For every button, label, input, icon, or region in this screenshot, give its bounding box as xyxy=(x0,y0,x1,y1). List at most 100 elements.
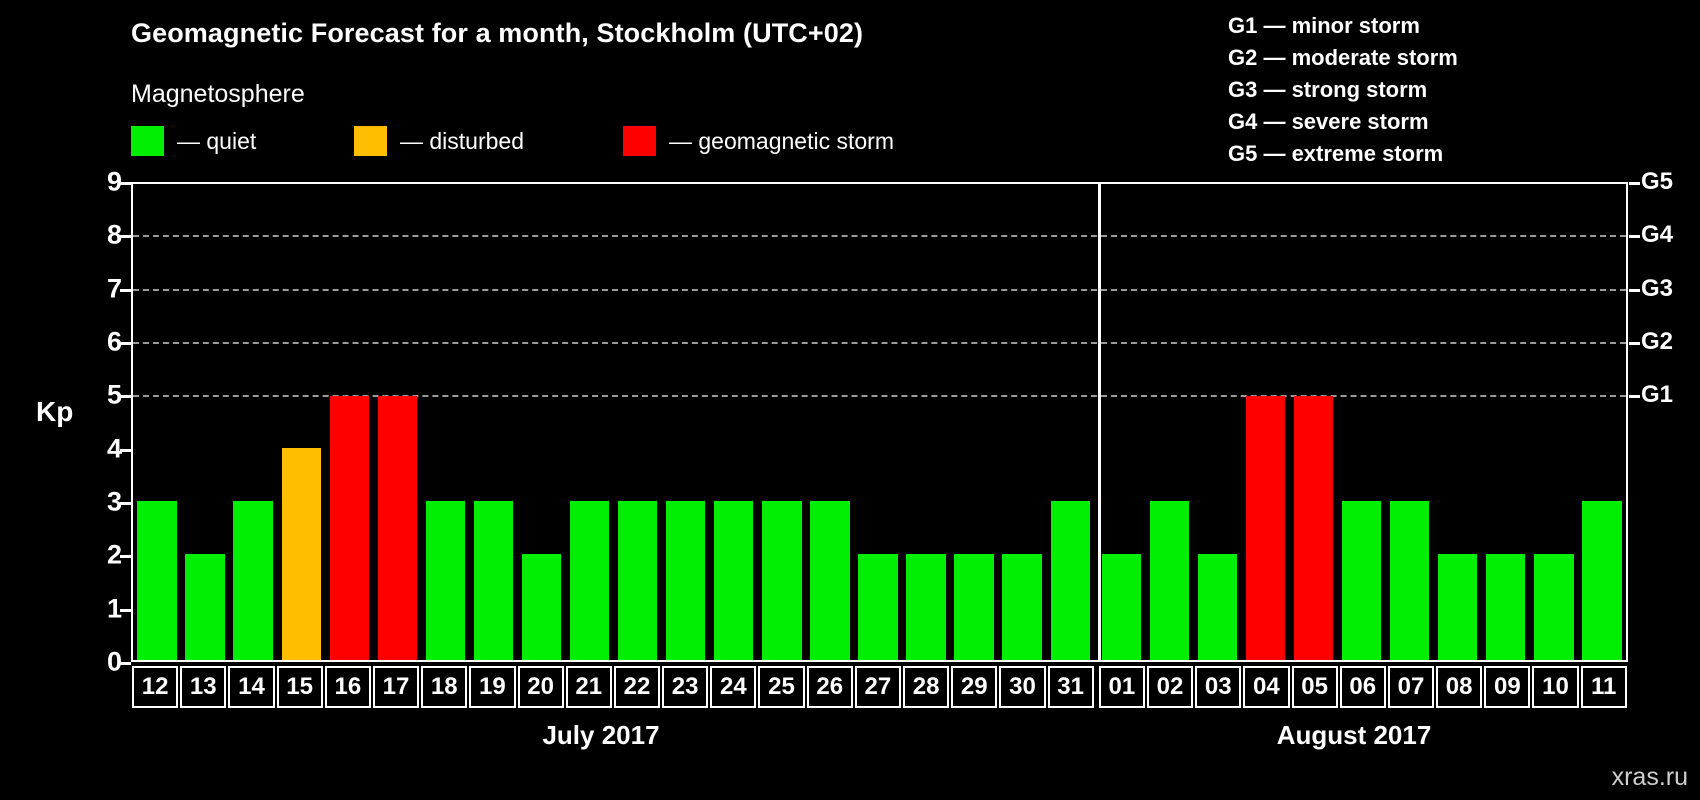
date-label-03: 03 xyxy=(1195,666,1242,708)
legend-item-0: — quiet xyxy=(131,126,256,156)
bar-cell-17 xyxy=(373,184,421,660)
bar-09 xyxy=(1486,554,1526,660)
bar-03 xyxy=(1197,554,1238,660)
g-axis-tick-G4 xyxy=(1629,235,1640,239)
bar-cell-10 xyxy=(1530,184,1578,660)
date-cell-24: 24 xyxy=(709,666,757,708)
y-tick-mark-7 xyxy=(120,288,131,292)
month-label-july: July 2017 xyxy=(542,720,660,750)
date-label-20: 20 xyxy=(517,666,564,708)
date-label-13: 13 xyxy=(180,666,227,708)
bar-cell-14 xyxy=(229,184,277,660)
date-label-12: 12 xyxy=(132,666,179,708)
date-cell-29: 29 xyxy=(950,666,998,708)
bar-18 xyxy=(425,501,466,660)
date-label-31: 31 xyxy=(1047,666,1094,708)
date-cell-10: 10 xyxy=(1531,666,1579,708)
g-axis-tick-G2 xyxy=(1629,342,1640,345)
bar-cell-03 xyxy=(1193,184,1241,660)
bar-26 xyxy=(810,501,850,660)
bar-cell-24 xyxy=(710,184,758,660)
bar-02 xyxy=(1149,501,1190,660)
y-tick-mark-4 xyxy=(120,448,131,452)
bar-cell-07 xyxy=(1386,184,1434,660)
legend-label-2: — geomagnetic storm xyxy=(669,127,894,154)
legend-item-1: — disturbed xyxy=(354,126,524,156)
date-label-28: 28 xyxy=(903,666,950,708)
date-label-26: 26 xyxy=(806,666,853,708)
y-tick-mark-3 xyxy=(120,502,131,505)
bar-15 xyxy=(281,448,321,660)
bar-23 xyxy=(666,501,706,660)
bar-cell-21 xyxy=(566,184,614,660)
bar-07 xyxy=(1389,501,1430,660)
date-cell-25: 25 xyxy=(757,666,805,708)
bar-10 xyxy=(1534,554,1574,660)
bar-cell-06 xyxy=(1338,184,1386,660)
bar-cell-15 xyxy=(277,184,325,660)
chart-subtitle: Magnetosphere xyxy=(131,80,305,108)
g-scale-line-5: G5 — extreme storm xyxy=(1228,141,1444,166)
date-cell-31: 31 xyxy=(1047,666,1095,708)
bar-cell-13 xyxy=(181,184,229,660)
gridline-kp-7 xyxy=(133,288,1626,291)
bar-27 xyxy=(858,554,898,660)
bar-cell-08 xyxy=(1434,184,1482,660)
legend-label-0: — quiet xyxy=(177,127,257,154)
gridline-kp-5 xyxy=(133,395,1626,398)
g-scale-line-4: G4 — severe storm xyxy=(1228,109,1429,134)
bar-31 xyxy=(1050,501,1090,660)
gridline-kp-6 xyxy=(133,342,1626,344)
bar-cell-18 xyxy=(421,184,469,660)
bar-28 xyxy=(906,554,946,660)
g-axis-label-G4: G4 xyxy=(1641,221,1674,249)
bar-cell-16 xyxy=(325,184,373,660)
date-label-14: 14 xyxy=(228,666,275,708)
g-axis-tick-G1 xyxy=(1629,395,1640,399)
y-tick-mark-5 xyxy=(120,395,131,399)
bar-cell-26 xyxy=(806,184,854,660)
date-cell-07: 07 xyxy=(1387,666,1435,708)
bar-22 xyxy=(617,501,658,660)
date-label-27: 27 xyxy=(854,666,901,708)
g-scale-line-3: G3 — strong storm xyxy=(1228,77,1428,102)
date-label-16: 16 xyxy=(324,666,371,708)
legend-swatch-icon-2 xyxy=(623,126,656,156)
date-cell-17: 17 xyxy=(372,666,420,708)
date-label-05: 05 xyxy=(1291,666,1338,708)
date-cell-09: 09 xyxy=(1483,666,1531,708)
bar-cell-12 xyxy=(133,184,181,660)
date-label-06: 06 xyxy=(1339,666,1386,708)
g-scale-line-1: G1 — minor storm xyxy=(1228,13,1420,38)
date-cell-30: 30 xyxy=(998,666,1046,708)
bar-24 xyxy=(714,501,754,660)
bar-21 xyxy=(569,501,610,660)
y-tick-label-9: 9 xyxy=(106,166,122,197)
date-cell-02: 02 xyxy=(1146,666,1194,708)
date-label-24: 24 xyxy=(710,666,757,708)
date-label-04: 04 xyxy=(1243,666,1290,708)
date-label-23: 23 xyxy=(662,666,709,708)
bar-cell-30 xyxy=(998,184,1046,660)
date-label-10: 10 xyxy=(1532,666,1579,708)
date-cell-05: 05 xyxy=(1291,666,1339,708)
bar-17 xyxy=(377,395,418,660)
y-tick-mark-1 xyxy=(120,608,131,612)
bar-12 xyxy=(137,501,177,660)
bar-cell-02 xyxy=(1145,184,1193,660)
date-cell-19: 19 xyxy=(468,666,516,708)
bar-cell-09 xyxy=(1482,184,1530,660)
y-tick-mark-2 xyxy=(120,555,131,559)
bar-29 xyxy=(954,554,994,660)
g-axis-label-G2: G2 xyxy=(1641,328,1674,355)
bar-cell-23 xyxy=(662,184,710,660)
bar-25 xyxy=(762,501,802,660)
date-cell-21: 21 xyxy=(565,666,613,708)
date-cell-27: 27 xyxy=(854,666,902,708)
bar-20 xyxy=(521,554,562,660)
bar-30 xyxy=(1002,554,1042,660)
date-cell-26: 26 xyxy=(806,666,854,708)
bar-19 xyxy=(473,501,514,660)
legend-label-1: — disturbed xyxy=(400,127,525,154)
date-cell-23: 23 xyxy=(661,666,709,708)
